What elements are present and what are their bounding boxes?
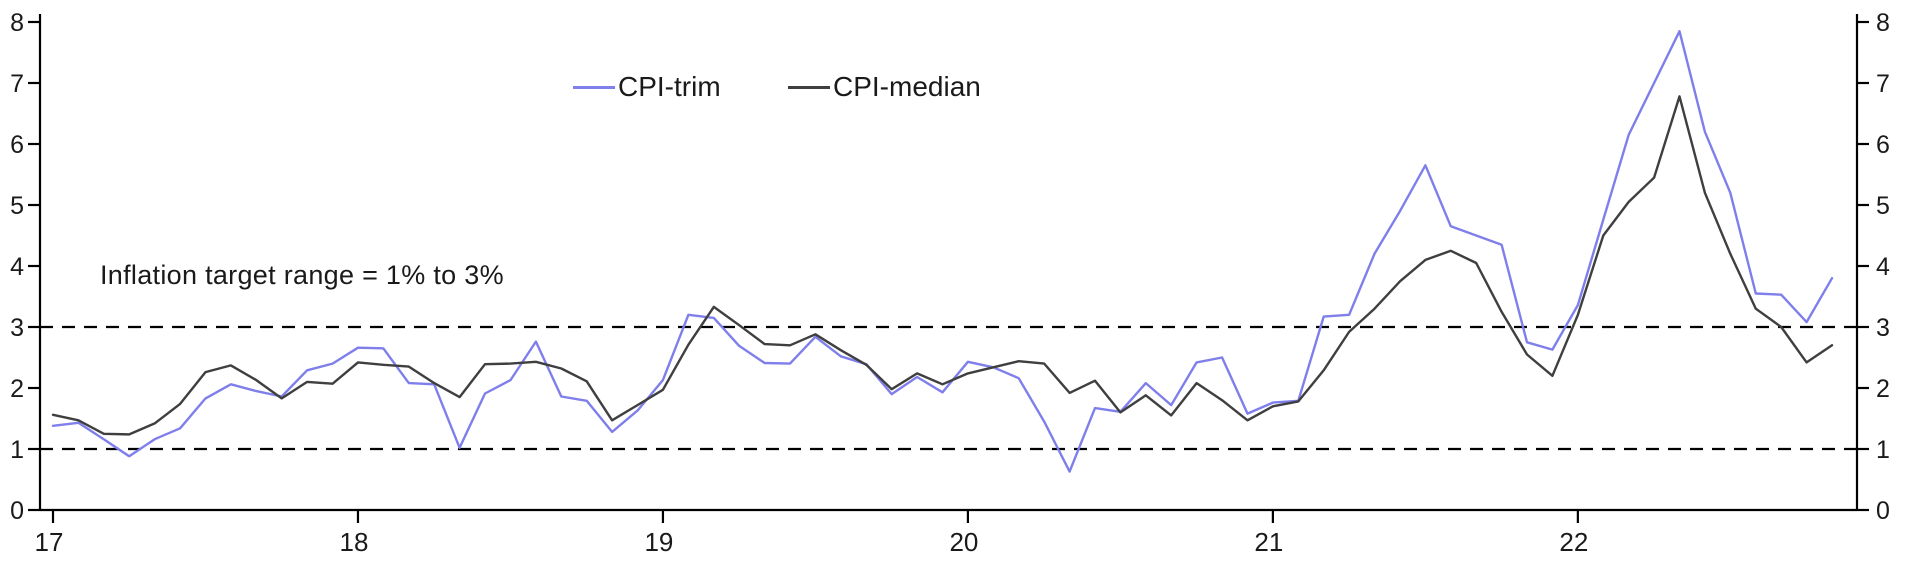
y-axis-label-right-0: 0	[1876, 497, 1890, 525]
cpi-trim-line-swatch	[573, 85, 615, 89]
legend-label-cpi-median: CPI-median	[833, 71, 981, 102]
x-axis-label-21: 21	[1254, 527, 1283, 557]
y-axis-label-right-7: 7	[1876, 70, 1890, 98]
x-axis-label-20: 20	[949, 527, 978, 557]
annotation-inflation-target: Inflation target range = 1% to 3%	[100, 260, 504, 290]
cpi-median-line-swatch	[788, 85, 830, 89]
y-axis-label-right-8: 8	[1876, 9, 1890, 37]
y-axis-label-left-2: 2	[10, 375, 24, 403]
y-axis-label-right-2: 2	[1876, 375, 1890, 403]
legend-item-cpi-trim: CPI-trim	[573, 71, 721, 102]
legend-item-cpi-median: CPI-median	[788, 71, 981, 102]
y-axis-label-left-6: 6	[10, 131, 24, 159]
y-axis-label-right-6: 6	[1876, 131, 1890, 159]
x-axis-label-17: 17	[35, 527, 64, 557]
x-axis-label-19: 19	[644, 527, 673, 557]
y-axis-label-right-4: 4	[1876, 253, 1890, 281]
y-axis-label-left-5: 5	[10, 192, 24, 220]
y-axis-label-left-0: 0	[10, 497, 24, 525]
y-axis-label-left-3: 3	[10, 314, 24, 342]
y-axis-label-left-8: 8	[10, 9, 24, 37]
y-axis-label-left-1: 1	[10, 436, 24, 464]
legend-label-cpi-trim: CPI-trim	[618, 71, 721, 102]
x-axis-label-18: 18	[340, 527, 369, 557]
y-axis-label-right-5: 5	[1876, 192, 1890, 220]
y-axis-label-right-3: 3	[1876, 314, 1890, 342]
y-axis-label-right-1: 1	[1876, 436, 1890, 464]
x-axis-label-22: 22	[1559, 527, 1588, 557]
cpi-trim-line	[51, 30, 1834, 473]
y-axis-label-left-7: 7	[10, 70, 24, 98]
y-axis-label-left-4: 4	[10, 253, 24, 281]
cpi-median-line	[51, 95, 1834, 436]
